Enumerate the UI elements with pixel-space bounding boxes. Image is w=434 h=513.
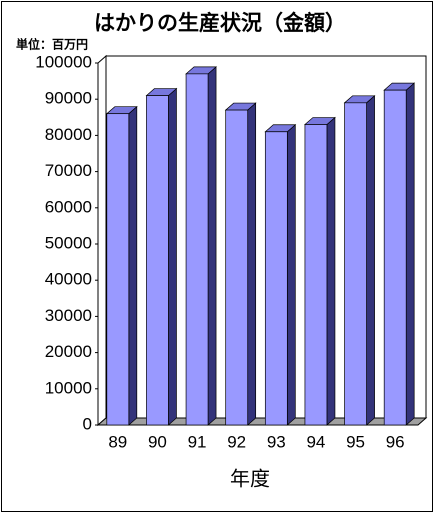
x-tick-label: 94 — [306, 432, 325, 451]
bar-front — [264, 131, 288, 426]
y-tick-label: 90000 — [45, 89, 92, 108]
bar-front — [146, 95, 169, 426]
bar-side — [366, 95, 375, 426]
bar — [343, 95, 376, 426]
y-tick-label: 10000 — [45, 378, 92, 397]
bar-side — [405, 82, 415, 426]
bar-side — [286, 124, 296, 426]
chart-title: はかりの生産状況（金額） — [94, 11, 346, 35]
y-tick-label: 80000 — [45, 125, 92, 144]
bar — [105, 105, 138, 426]
y-tick-label: 20000 — [45, 342, 92, 361]
x-axis-title: 年度 — [230, 467, 270, 491]
unit-label: 単位：百万円 — [16, 37, 88, 52]
bar — [304, 116, 336, 426]
bar-front — [304, 124, 328, 426]
bar-front — [225, 109, 249, 426]
x-tick-label: 96 — [386, 432, 405, 451]
plot: 0 10000 20000 30000 40000 50000 60000 70000 8000… — [35, 52, 428, 451]
bar-front — [185, 73, 209, 426]
x-tick-label: 90 — [148, 432, 167, 451]
bar-side — [207, 66, 217, 426]
bar — [224, 102, 257, 426]
x-tick-label: 91 — [188, 432, 207, 451]
side-wall — [97, 54, 107, 427]
x-tick-label: 92 — [227, 432, 246, 451]
x-tick-label: 93 — [267, 432, 286, 451]
y-tick-label: 0 — [83, 414, 92, 433]
y-tick-label: 60000 — [45, 197, 92, 216]
y-tick-label: 70000 — [45, 161, 92, 180]
bar-side — [128, 105, 138, 426]
bar-side — [168, 87, 177, 426]
y-tick-label: 50000 — [45, 233, 92, 252]
bar-side — [326, 116, 336, 426]
bar — [264, 124, 297, 426]
y-tick-label: 30000 — [45, 306, 92, 325]
x-tick-label: 89 — [108, 432, 127, 451]
bar — [145, 87, 178, 426]
x-tick-label: 95 — [346, 432, 365, 451]
bar-side — [247, 102, 257, 426]
bar-front — [383, 89, 407, 426]
bar — [185, 66, 217, 426]
bar-front — [106, 113, 130, 426]
y-tick-label: 100000 — [35, 52, 92, 71]
bar-front — [344, 102, 367, 426]
y-tick-label: 40000 — [45, 270, 92, 289]
bar — [383, 82, 416, 426]
